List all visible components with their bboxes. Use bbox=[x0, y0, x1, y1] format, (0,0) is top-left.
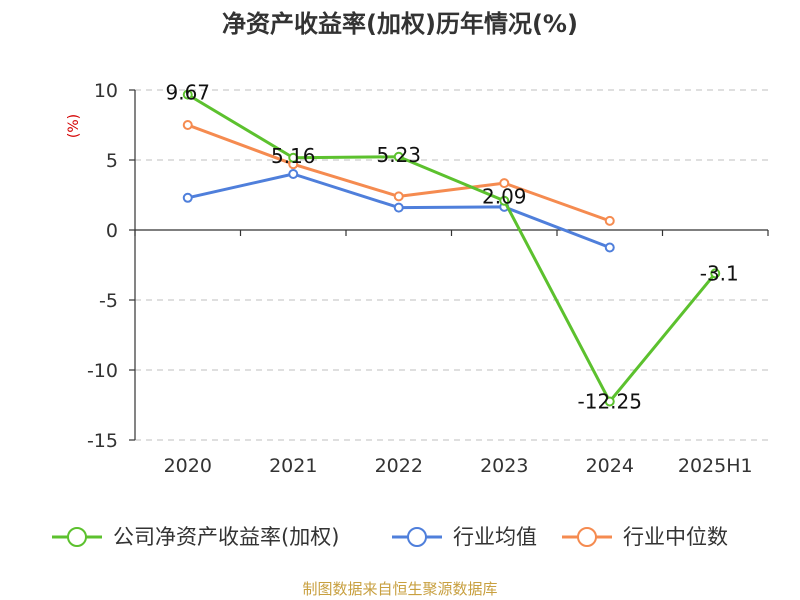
y-tick-label: 5 bbox=[106, 150, 118, 172]
data-point[interactable] bbox=[288, 169, 299, 179]
legend[interactable]: 公司净资产收益率(加权) 行业均值 行业中位数 bbox=[52, 525, 728, 549]
x-tick-label: 2025H1 bbox=[678, 455, 753, 477]
legend-label: 行业均值 bbox=[453, 525, 537, 549]
legend-label: 行业中位数 bbox=[623, 525, 728, 549]
legend-marker bbox=[577, 527, 597, 547]
source-note: 制图数据来自恒生聚源数据库 bbox=[302, 580, 497, 598]
y-tick-label: -10 bbox=[87, 360, 118, 382]
y-tick-label: -15 bbox=[87, 430, 118, 452]
x-tick-label: 2024 bbox=[586, 455, 634, 477]
series-line bbox=[186, 93, 717, 403]
data-label: 5.23 bbox=[376, 143, 421, 167]
data-point[interactable] bbox=[182, 120, 193, 130]
data-label: 5.16 bbox=[271, 144, 316, 168]
data-point[interactable] bbox=[288, 152, 299, 163]
data-point[interactable] bbox=[710, 268, 721, 279]
data-point[interactable] bbox=[604, 242, 615, 253]
legend-label: 公司净资产收益率(加权) bbox=[113, 525, 339, 549]
y-tick-label: 10 bbox=[94, 80, 118, 102]
y-tick-label: 0 bbox=[106, 220, 118, 242]
data-point[interactable] bbox=[604, 215, 615, 226]
x-tick-label: 2021 bbox=[269, 455, 317, 477]
data-point[interactable] bbox=[393, 202, 404, 213]
data-point[interactable] bbox=[393, 191, 404, 202]
y-tick-label: -5 bbox=[99, 290, 118, 312]
legend-item[interactable]: 行业中位数 bbox=[562, 525, 728, 549]
data-point[interactable] bbox=[604, 396, 615, 407]
legend-item[interactable]: 公司净资产收益率(加权) bbox=[52, 525, 339, 549]
data-labels: 9.67 5.16 5.23 2.09 -12.25 -3.1 bbox=[165, 81, 738, 414]
x-tick-label: 2020 bbox=[164, 455, 212, 477]
data-point[interactable] bbox=[182, 192, 193, 203]
series-0 bbox=[182, 89, 721, 407]
data-label: 2.09 bbox=[482, 185, 527, 209]
data-label: -12.25 bbox=[578, 390, 642, 414]
series-1 bbox=[182, 169, 615, 253]
x-tick-label: 2022 bbox=[375, 455, 423, 477]
data-point[interactable] bbox=[182, 89, 193, 100]
axes: 10 5 0 -5 -10 -15 2020 2021 2022 2023 2024 2025H1 bbox=[87, 80, 769, 477]
grid-lines bbox=[135, 89, 768, 441]
y-axis-label: (%) bbox=[66, 114, 82, 138]
legend-item[interactable]: 行业均值 bbox=[392, 525, 537, 549]
legend-marker bbox=[407, 527, 427, 547]
chart-title: 净资产收益率(加权)历年情况(%) bbox=[222, 10, 578, 38]
series-2 bbox=[182, 120, 615, 226]
legend-marker bbox=[67, 527, 87, 547]
data-point[interactable] bbox=[393, 151, 404, 162]
data-point[interactable] bbox=[499, 195, 510, 206]
series-group bbox=[182, 89, 721, 407]
data-point[interactable] bbox=[499, 178, 510, 189]
x-tick-label: 2023 bbox=[480, 455, 528, 477]
data-label: 9.67 bbox=[165, 81, 210, 105]
data-label: -3.1 bbox=[700, 261, 739, 285]
